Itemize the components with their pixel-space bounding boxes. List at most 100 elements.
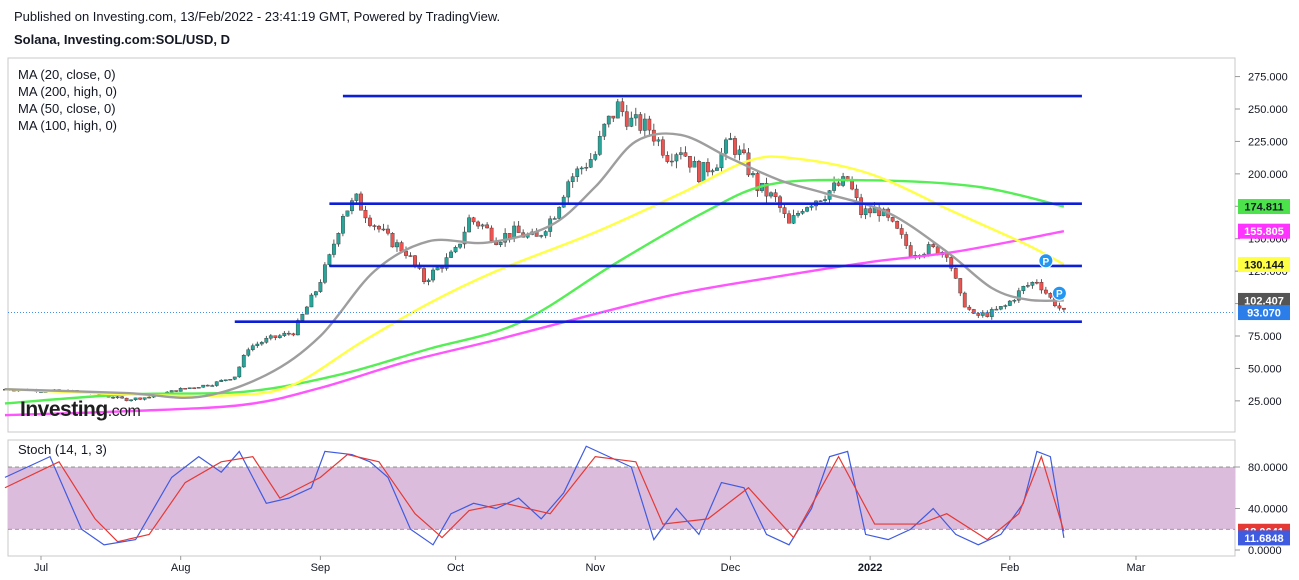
candle-up: [196, 387, 201, 389]
candle-up: [561, 196, 566, 208]
ma100-line: [4, 178, 1065, 405]
candle-down: [205, 384, 210, 387]
candle-up: [1007, 300, 1012, 306]
candle-up: [345, 210, 350, 217]
candle-up: [552, 218, 557, 220]
candle-down: [124, 397, 129, 402]
ma200-line: [4, 230, 1065, 417]
candle-up: [593, 154, 598, 160]
candle-down: [660, 139, 665, 156]
candle-up: [219, 379, 224, 382]
candle-down: [404, 250, 408, 256]
candle-up: [800, 211, 805, 214]
candle-up: [629, 117, 634, 127]
candle-up: [656, 139, 661, 142]
candle-up: [1030, 281, 1035, 286]
y-tick-label: 25.000: [1248, 396, 1282, 408]
candle-up: [498, 241, 503, 245]
candle-down: [976, 313, 981, 316]
y-tick-label: 50.000: [1248, 363, 1282, 375]
candle-down: [859, 197, 864, 215]
candle-up: [453, 247, 458, 253]
candle-up: [615, 101, 620, 119]
candle-down: [1034, 281, 1039, 284]
candle-up: [295, 320, 300, 336]
candle-up: [633, 114, 638, 119]
candle-up: [259, 342, 264, 345]
candle-up: [863, 208, 868, 215]
candle-up: [926, 244, 931, 255]
candle-up: [503, 233, 508, 243]
price-badge: [1238, 256, 1290, 272]
candle-down: [377, 225, 381, 230]
candle-down: [958, 278, 963, 294]
candle-down: [836, 182, 841, 186]
candle-down: [363, 210, 368, 219]
candle-down: [1048, 292, 1053, 298]
candle-up: [313, 291, 318, 296]
candle-down: [291, 333, 296, 336]
candle-down: [399, 242, 404, 252]
x-tick-label: Feb: [1000, 562, 1019, 574]
price-badge: [1238, 292, 1290, 308]
candle-up: [241, 355, 246, 368]
candle-up: [642, 118, 647, 131]
pivot-marker[interactable]: [1038, 253, 1054, 269]
candle-down: [111, 396, 115, 399]
candle-up: [115, 396, 120, 399]
y-tick-label: 75.000: [1248, 331, 1282, 343]
published-caption: Published on Investing.com, 13/Feb/2022 …: [14, 9, 501, 24]
candle-up: [669, 160, 674, 163]
ma20-line: [4, 132, 1064, 400]
candle-up: [210, 385, 215, 387]
x-tick-label: Dec: [721, 562, 741, 574]
candle-up: [322, 264, 327, 283]
candle-down: [890, 217, 895, 222]
stoch-badge: [1238, 530, 1290, 546]
candle-up: [989, 309, 994, 317]
candle-up: [304, 306, 309, 315]
candle-up: [597, 136, 602, 155]
candle-up: [444, 257, 449, 269]
candle-up: [318, 282, 323, 292]
candle-up: [1003, 305, 1008, 307]
candle-up: [341, 216, 345, 234]
candle-down: [697, 160, 701, 182]
y-tick-label: 275.000: [1248, 72, 1288, 84]
candle-up: [737, 149, 742, 155]
candle-up: [588, 159, 593, 168]
candle-down: [138, 397, 143, 400]
candle-down: [192, 387, 197, 389]
candle-up: [223, 379, 228, 382]
candle-down: [386, 228, 390, 234]
candle-up: [701, 162, 706, 182]
candle-up: [584, 167, 589, 169]
candle-up: [458, 243, 462, 248]
price-badge-label: 102.407: [1244, 295, 1284, 307]
candle-down: [665, 155, 670, 162]
candle-down: [967, 306, 972, 310]
candle-up: [332, 243, 336, 255]
candle-down: [778, 196, 782, 208]
pivot-marker[interactable]: [1051, 285, 1067, 301]
pivot-marker-label: P: [1043, 257, 1050, 268]
candle-up: [178, 388, 183, 392]
candle-up: [250, 345, 255, 350]
candle-up: [994, 308, 999, 311]
candle-up: [201, 384, 206, 388]
candle-up: [1012, 299, 1017, 302]
candle-up: [255, 343, 260, 346]
candle-down: [647, 118, 652, 131]
candle-down: [953, 268, 958, 279]
candle-up: [1016, 290, 1021, 301]
candle-up: [575, 168, 580, 177]
candle-up: [579, 167, 584, 170]
candle-up: [169, 390, 174, 393]
candle-down: [868, 208, 873, 214]
candle-up: [678, 152, 683, 155]
candle-up: [557, 206, 562, 219]
candle-up: [543, 231, 548, 236]
candle-up: [818, 200, 823, 202]
price-badge: [1238, 223, 1290, 239]
